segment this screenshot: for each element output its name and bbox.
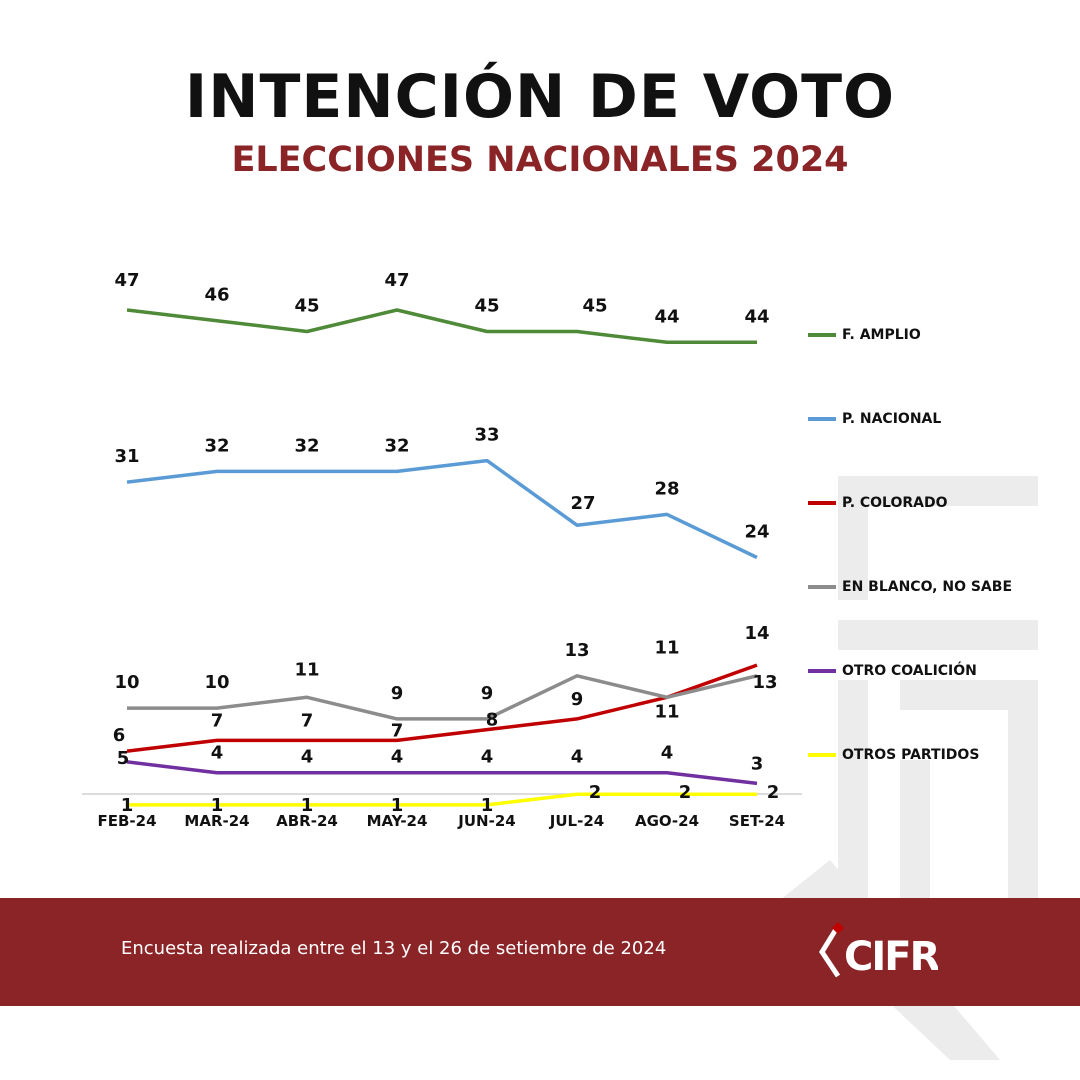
series-line-otros-partidos: [127, 792, 757, 807]
data-label-otro-coalicion-0: 5: [117, 748, 130, 769]
x-tick-label-1: MAR-24: [184, 812, 249, 830]
series-layer: [126, 308, 758, 807]
data-label-f-amplio-2: 45: [294, 296, 319, 317]
data-label-otros-partidos-1: 1: [211, 795, 224, 816]
x-tick-label-3: MAY-24: [367, 812, 428, 830]
legend-label: OTRO COALICIÓN: [842, 663, 977, 679]
data-label-p-colorado-3: 7: [391, 720, 404, 741]
series-line-p-colorado: [126, 663, 758, 753]
data-label-otro-coalicion-6: 4: [661, 743, 674, 764]
footer-bar: Encuesta realizada entre el 13 y el 26 d…: [0, 898, 1080, 1006]
legend-label: OTROS PARTIDOS: [842, 747, 980, 763]
series-line-f-amplio: [126, 308, 757, 345]
data-label-f-amplio-5: 45: [582, 296, 607, 317]
x-tick-label-4: JUN-24: [457, 812, 515, 830]
data-label-en-blanco-no-sabe-1: 10: [204, 672, 229, 693]
logo-text: CIFRA: [844, 934, 938, 980]
legend-item-otro-coalicion: OTRO COALICIÓN: [808, 656, 977, 686]
data-label-p-colorado-6: 11: [654, 637, 679, 658]
data-label-f-amplio-1: 46: [204, 285, 229, 306]
data-label-otros-partidos-3: 1: [391, 795, 404, 816]
page-title: INTENCIÓN DE VOTO: [184, 62, 896, 132]
data-label-en-blanco-no-sabe-2: 11: [294, 659, 319, 680]
data-label-otro-coalicion-7: 3: [751, 753, 764, 774]
data-label-otros-partidos-5: 2: [589, 782, 602, 803]
legend-label: EN BLANCO, NO SABE: [842, 579, 1013, 595]
legend-item-p-colorado: P. COLORADO: [808, 488, 948, 518]
data-label-p-nacional-2: 32: [294, 435, 319, 456]
legend-item-otros-partidos: OTROS PARTIDOS: [808, 740, 979, 770]
data-label-p-nacional-7: 24: [744, 521, 769, 542]
legend-swatch: [808, 417, 836, 421]
data-label-p-nacional-6: 28: [654, 478, 679, 499]
survey-note: Encuesta realizada entre el 13 y el 26 d…: [121, 938, 667, 959]
data-label-otro-coalicion-5: 4: [571, 747, 584, 768]
legend-label: P. NACIONAL: [842, 411, 942, 427]
data-label-otros-partidos-6: 2: [679, 782, 692, 803]
data-label-otros-partidos-7: 2: [767, 782, 780, 803]
series-line-p-nacional: [126, 458, 758, 560]
data-label-en-blanco-no-sabe-4: 9: [481, 683, 494, 704]
data-label-p-colorado-4: 8: [486, 710, 499, 731]
series-line-en-blanco-no-sabe: [127, 674, 758, 721]
legend-item-f-amplio: F. AMPLIO: [808, 320, 921, 350]
data-label-en-blanco-no-sabe-5: 13: [564, 640, 589, 661]
legend-swatch: [808, 501, 836, 505]
series-line-otro-coalicion: [126, 760, 758, 786]
data-label-en-blanco-no-sabe-0: 10: [114, 672, 139, 693]
page-subtitle: ELECCIONES NACIONALES 2024: [231, 140, 849, 180]
data-label-otro-coalicion-3: 4: [391, 747, 404, 768]
data-label-p-colorado-0: 6: [113, 725, 126, 746]
x-tick-layer: FEB-24 MAR-24 ABR-24 MAY-24 JUN-24 JUL-24 AGO-…: [97, 812, 785, 830]
data-label-en-blanco-no-sabe-6: 11: [654, 701, 679, 722]
data-label-p-nacional-1: 32: [204, 435, 229, 456]
data-label-p-nacional-0: 31: [114, 446, 139, 467]
legend-label: F. AMPLIO: [842, 327, 921, 343]
legend-swatch: [808, 585, 836, 589]
x-tick-label-7: SET-24: [729, 812, 785, 830]
data-label-f-amplio-3: 47: [384, 270, 409, 291]
data-label-otros-partidos-4: 1: [481, 795, 494, 816]
x-tick-label-2: ABR-24: [276, 812, 338, 830]
data-label-p-nacional-5: 27: [570, 493, 595, 514]
legend-item-en-blanco-no-sabe: EN BLANCO, NO SABE: [808, 572, 1012, 602]
legend-swatch: [808, 669, 836, 673]
data-label-p-nacional-4: 33: [474, 425, 499, 446]
data-label-otro-coalicion-1: 4: [211, 743, 224, 764]
data-label-otros-partidos-0: 1: [121, 795, 134, 816]
data-label-otro-coalicion-4: 4: [481, 747, 494, 768]
data-label-f-amplio-7: 44: [744, 306, 769, 327]
cifra-logo: CIFRA: [819, 922, 938, 980]
data-label-otro-coalicion-2: 4: [301, 747, 314, 768]
x-tick-label-5: JUL-24: [549, 812, 604, 830]
data-label-p-nacional-3: 32: [384, 435, 409, 456]
data-label-p-colorado-5: 9: [571, 689, 584, 710]
data-label-f-amplio-0: 47: [114, 270, 139, 291]
data-label-p-colorado-7: 14: [744, 623, 769, 644]
data-label-p-colorado-2: 7: [301, 710, 314, 731]
legend-swatch: [808, 333, 836, 337]
data-label-en-blanco-no-sabe-7: 13: [752, 672, 777, 693]
data-label-f-amplio-4: 45: [474, 296, 499, 317]
legend-swatch: [808, 753, 836, 757]
data-label-p-colorado-1: 7: [211, 710, 224, 731]
x-tick-label-6: AGO-24: [635, 812, 699, 830]
data-label-f-amplio-6: 44: [654, 306, 679, 327]
data-label-otros-partidos-2: 1: [301, 795, 314, 816]
data-label-en-blanco-no-sabe-3: 9: [391, 683, 404, 704]
x-tick-label-0: FEB-24: [97, 812, 156, 830]
legend-item-p-nacional: P. NACIONAL: [808, 404, 941, 434]
legend-label: P. COLORADO: [842, 495, 948, 511]
